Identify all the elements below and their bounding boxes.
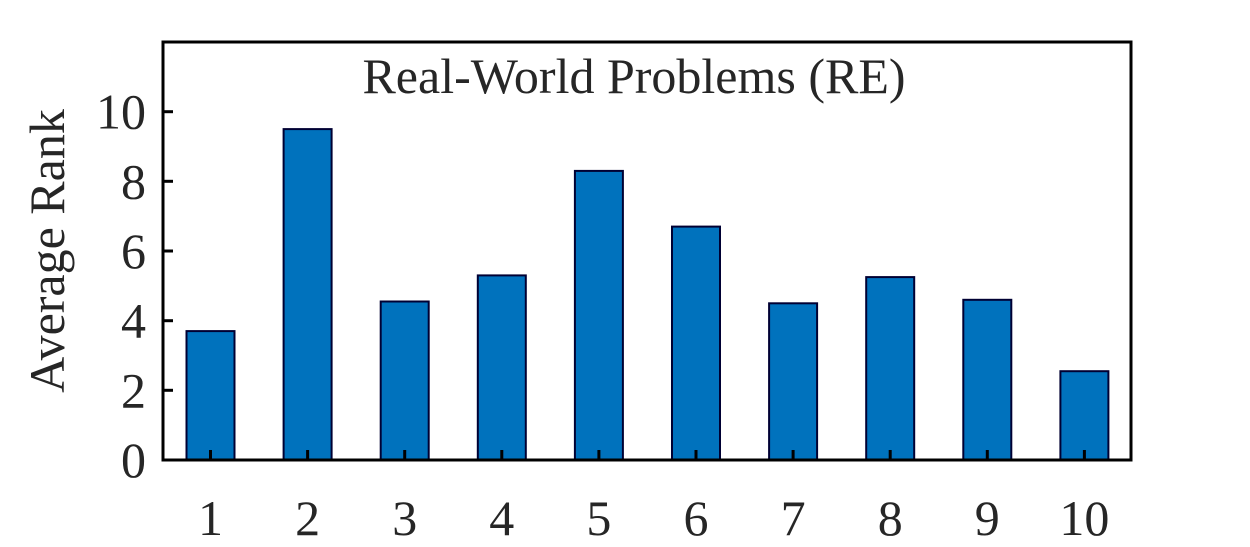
bars-group (185, 128, 1110, 462)
bar-4 (476, 274, 527, 461)
y-axis-label: Average Rank (19, 109, 75, 393)
x-tick-label-9: 9 (975, 490, 1000, 546)
x-tick-label-7: 7 (781, 490, 806, 546)
x-tick-label-4: 4 (489, 490, 514, 546)
bar-7 (768, 302, 819, 462)
y-tick-label-4: 4 (121, 293, 146, 349)
x-tick-label-8: 8 (878, 490, 903, 546)
x-tick-label-3: 3 (392, 490, 417, 546)
y-tick-label-8: 8 (121, 153, 146, 209)
y-tick-label-10: 10 (96, 84, 146, 140)
chart-title: Real-World Problems (RE) (362, 48, 905, 104)
bar-8 (865, 276, 916, 461)
x-axis-ticks: 1 2 3 4 5 6 7 8 9 10 (198, 450, 1109, 546)
y-tick-label-6: 6 (121, 223, 146, 279)
x-tick-label-1: 1 (198, 490, 223, 546)
bar-1 (185, 330, 236, 461)
y-axis-ticks: 0 2 4 6 8 10 (96, 84, 173, 488)
x-tick-label-2: 2 (295, 490, 320, 546)
x-tick-label-6: 6 (684, 490, 709, 546)
x-tick-label-10: 10 (1059, 490, 1109, 546)
y-tick-label-0: 0 (121, 432, 146, 488)
bar-2 (282, 128, 333, 461)
bar-9 (962, 298, 1013, 461)
y-tick-label-2: 2 (121, 362, 146, 418)
bar-3 (379, 300, 430, 461)
bar-6 (671, 225, 721, 461)
bar-10 (1059, 370, 1110, 462)
bar-5 (573, 169, 624, 461)
x-tick-label-5: 5 (586, 490, 611, 546)
